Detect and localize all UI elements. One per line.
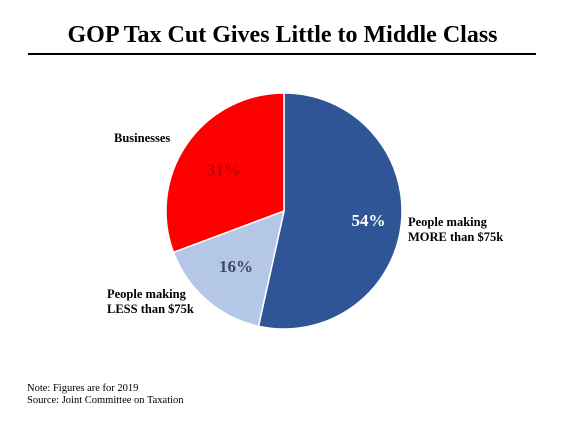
source-line: Source: Joint Committee on Taxation [27,395,184,406]
pie-slice-1 [257,92,403,330]
chart-title: GOP Tax Cut Gives Little to Middle Class [67,22,498,48]
value-label-1: 54% [352,211,386,230]
title-underline [28,53,536,55]
category-label-1: People making MORE than $75k [408,215,503,244]
footnote: Note: Figures are for 2019 Source: Joint… [27,383,184,407]
pie-slice-2 [172,209,286,328]
category-label-2: People making LESS than $75k [107,287,194,316]
note-line: Note: Figures are for 2019 [27,383,139,394]
category-label-3: Businesses [114,131,170,145]
value-label-2: 16% [219,257,253,276]
value-label-3: 31% [207,160,241,179]
pie-slice-3 [165,92,285,254]
